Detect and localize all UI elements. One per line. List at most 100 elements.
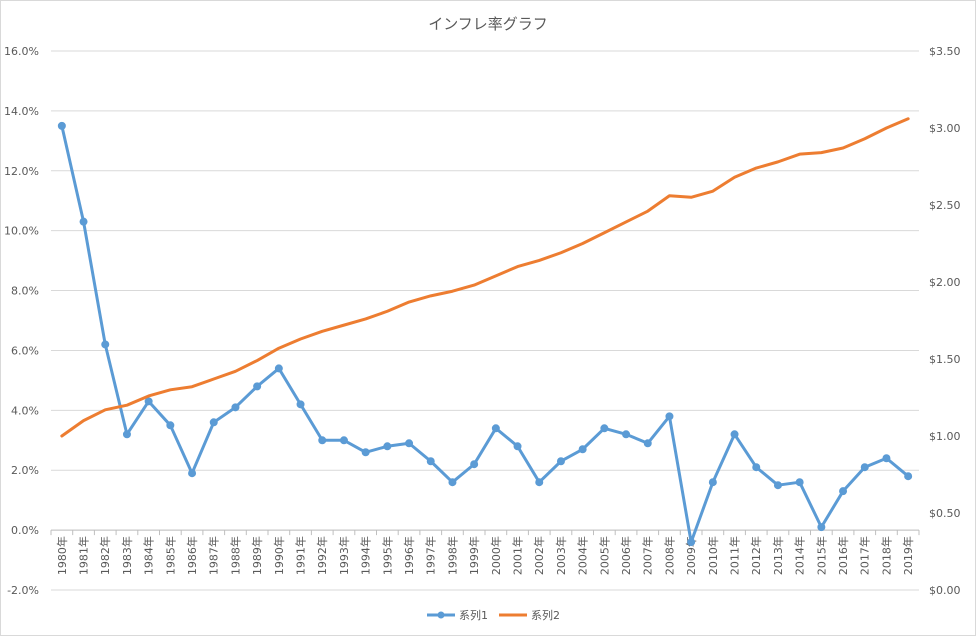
series-1-point [361,448,370,457]
x-axis-tick-label: 2015年 [814,536,828,575]
x-axis-tick-label: 2004年 [576,536,590,575]
series-1-point [687,538,696,547]
x-axis-tick-label: 1993年 [337,536,351,575]
x-axis-tick-label: 1989年 [250,536,264,575]
series-1-point [491,424,500,433]
x-axis-tick-label: 1991年 [294,536,308,575]
series-1-point [122,430,131,439]
series-1-point [795,478,804,487]
x-axis-tick-label: 2019年 [901,536,915,575]
x-axis-tick-label: 2006年 [619,536,633,575]
x-axis-tick-label: 1988年 [228,536,242,575]
series-1-point [405,439,414,448]
right-axis-tick-label: $2.00 [929,276,961,289]
x-axis-tick-label: 1984年 [142,536,156,575]
x-axis-tick-label: 2003年 [554,536,568,575]
series-1-point [339,436,348,445]
x-axis-tick-label: 2005年 [597,536,611,575]
series-1-point [101,340,110,349]
x-axis-tick-label: 2011年 [728,536,742,575]
x-axis-tick-label: 1982年 [98,536,112,575]
series-1-point [860,463,869,472]
series-1-point [643,439,652,448]
right-axis-tick-label: $3.00 [929,122,961,135]
series-1-point [383,442,392,451]
series-1-point [535,478,544,487]
legend: 系列1 系列2 [427,608,560,622]
series-1-point [752,463,761,472]
x-axis-tick-label: 2009年 [684,536,698,575]
legend-label-series-1: 系列1 [459,608,488,622]
series-1-point [773,481,782,490]
left-axis-tick-label: 0.0% [11,524,39,537]
x-axis-tick-label: 1990年 [272,536,286,575]
left-axis-tick-label: 4.0% [11,404,39,417]
right-axis-labels: $0.00 $0.50 $1.00 $1.50 $2.00 $2.50 $3.00 $3.50 [929,45,961,597]
chart-title: インフレ率グラフ [428,15,548,33]
x-axis-tick-label: 1992年 [315,536,329,575]
series-1-point [166,421,175,430]
left-axis-tick-label: 2.0% [11,464,39,477]
series-layer [57,117,913,547]
series-1-point [817,523,826,532]
series-1-point [231,403,240,412]
left-axis-tick-label: 8.0% [11,285,39,298]
right-axis-tick-label: $0.00 [929,584,961,597]
series-line-2 [60,117,910,438]
x-axis-tick-label: 1996年 [402,536,416,575]
left-axis-tick-label: -2.0% [7,584,39,597]
left-axis-tick-label: 10.0% [4,225,39,238]
x-axis-tick-label: 1980年 [55,536,69,575]
series-1-point [296,400,305,409]
series-1-point [622,430,631,439]
series-1-point [144,397,153,406]
series-1-point [79,217,88,226]
x-axis-tick-label: 1999年 [467,536,481,575]
left-axis-tick-label: 16.0% [4,45,39,58]
x-axis-tick-label: 2000年 [489,536,503,575]
series-1-point [426,457,435,466]
series-line-1 [60,124,910,544]
left-axis-tick-label: 6.0% [11,344,39,357]
x-axis-tick-label: 2002年 [532,536,546,575]
series-1-point [448,478,457,487]
x-axis-tick-label: 1997年 [424,536,438,575]
right-axis-tick-label: $1.50 [929,353,961,366]
series-1-point [188,469,197,478]
x-axis-tick-label: 2017年 [858,536,872,575]
series-1-point [253,382,262,391]
x-axis-tick-label: 2018年 [879,536,893,575]
x-axis-tick-label: 2016年 [836,536,850,575]
right-axis-tick-label: $0.50 [929,507,961,520]
x-axis-tick-label: 2010年 [706,536,720,575]
series-1-point [318,436,327,445]
series-1-point [882,454,891,463]
right-axis-tick-label: $1.00 [929,430,961,443]
x-axis-tick-label: 2013年 [771,536,785,575]
series-1-point [209,418,218,427]
x-axis-tick-label: 2007年 [641,536,655,575]
x-axis-tick-label: 1985年 [163,536,177,575]
x-axis-tick-label: 1987年 [207,536,221,575]
series-1-point [578,445,587,454]
x-axis-tick-label: 2001年 [511,536,525,575]
legend-label-series-2: 系列2 [531,608,560,622]
x-axis-tick-label: 2008年 [662,536,676,575]
series-1-point [904,472,913,481]
x-axis-tick-label: 1981年 [77,536,91,575]
series-1-point [730,430,739,439]
x-axis-tick-label: 1995年 [380,536,394,575]
right-axis-tick-label: $3.50 [929,45,961,58]
x-axis-labels: 1980年 1981年 1982年 1983年 1984年 1985年 1986年 1987年… [50,530,920,575]
left-axis-labels: -2.0% 0.0% 2.0% 4.0% 6.0% 8.0% 10.0% 12.0% 14.0%… [4,45,39,597]
series-1-point [57,121,66,130]
series-1-point [556,457,565,466]
x-axis-tick-label: 1983年 [120,536,134,575]
series-1-point [513,442,522,451]
series-1-point [600,424,609,433]
gridlines [51,50,919,591]
series-1-point [665,412,674,421]
x-axis-tick-label: 1998年 [445,536,459,575]
